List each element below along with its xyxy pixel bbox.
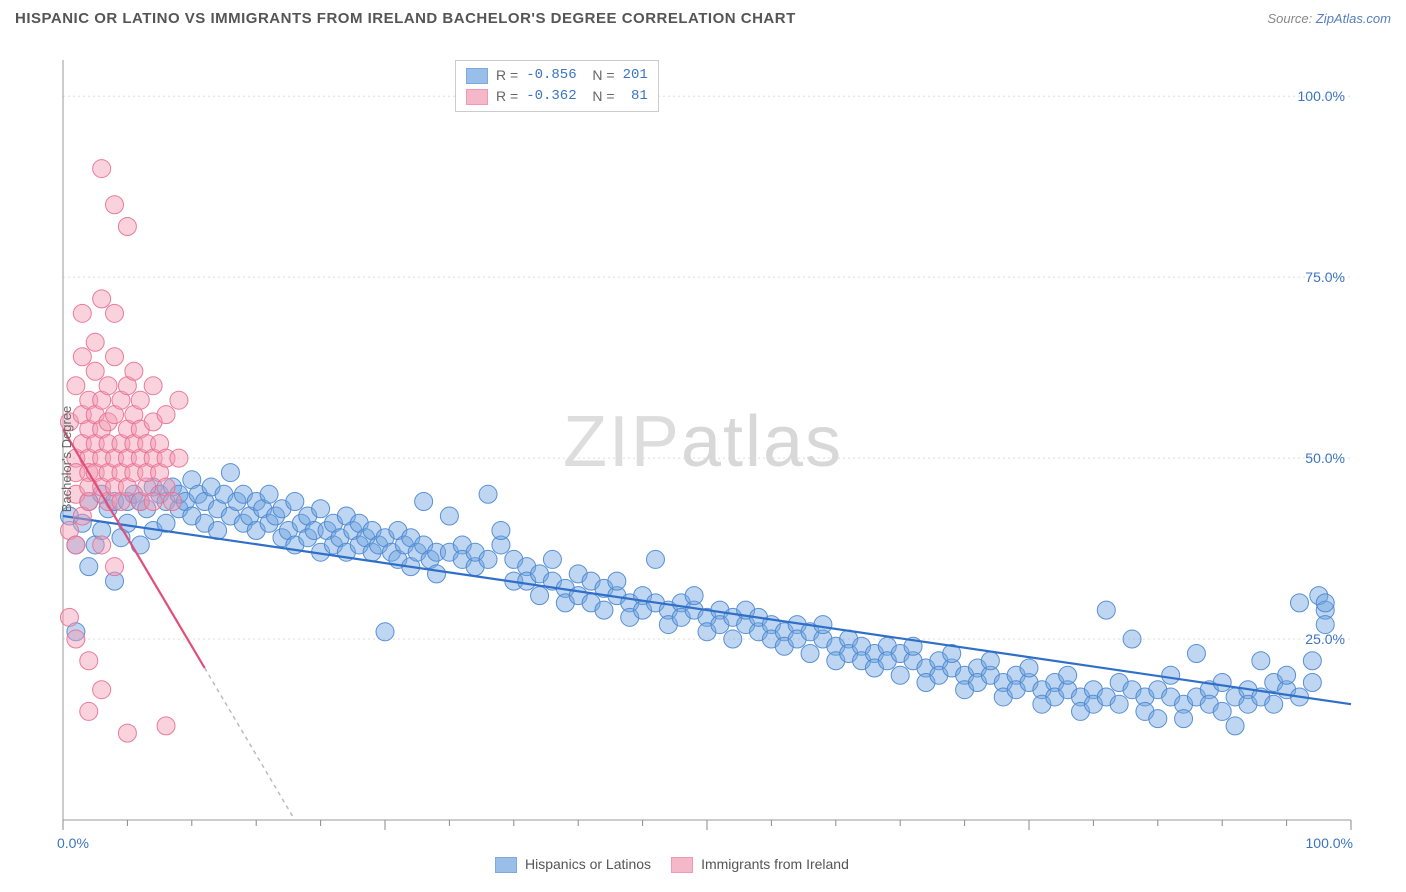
svg-text:75.0%: 75.0%	[1305, 269, 1345, 285]
svg-text:100.0%: 100.0%	[1306, 835, 1353, 851]
legend-stat-row: R = -0.362 N = 81	[466, 86, 648, 107]
legend-item: Immigrants from Ireland	[671, 854, 849, 875]
legend-item: Hispanics or Latinos	[495, 854, 651, 875]
series-legend: Hispanics or Latinos Immigrants from Irel…	[495, 854, 849, 875]
svg-text:0.0%: 0.0%	[57, 835, 89, 851]
chart-title: HISPANIC OR LATINO VS IMMIGRANTS FROM IR…	[15, 10, 796, 27]
svg-text:50.0%: 50.0%	[1305, 450, 1345, 466]
scatter-chart: 25.0%50.0%75.0%100.0%0.0%100.0%	[15, 40, 1391, 877]
svg-text:100.0%: 100.0%	[1298, 88, 1345, 104]
stats-legend: R = -0.856 N = 201R = -0.362 N = 81	[455, 60, 659, 112]
legend-stat-row: R = -0.856 N = 201	[466, 65, 648, 86]
chart-area: Bachelor's Degree ZIPatlas 25.0%50.0%75.…	[15, 40, 1391, 877]
source-label: Source: ZipAtlas.com	[1267, 11, 1391, 26]
y-axis-label: Bachelor's Degree	[59, 405, 74, 512]
source-link[interactable]: ZipAtlas.com	[1316, 11, 1391, 26]
